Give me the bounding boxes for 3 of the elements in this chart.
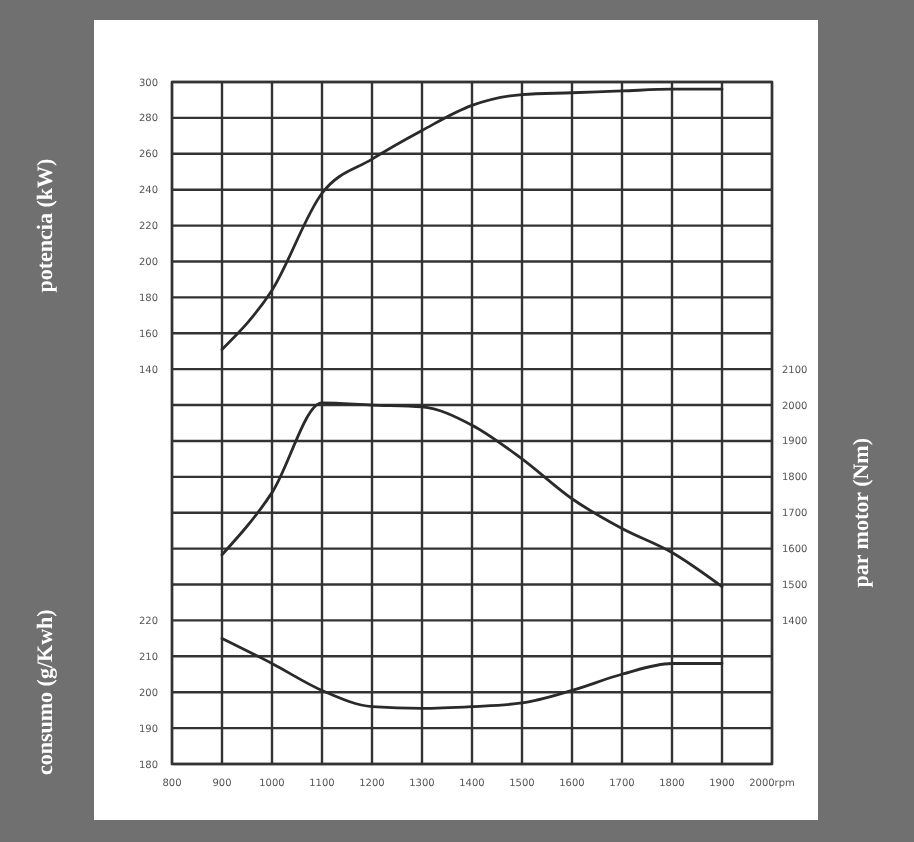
- y2-axis-title: par motor (Nm): [850, 437, 874, 588]
- y3-axis-title: consumo (g/Kwh): [34, 608, 58, 776]
- y-axis-title: potencia (kW): [34, 158, 58, 293]
